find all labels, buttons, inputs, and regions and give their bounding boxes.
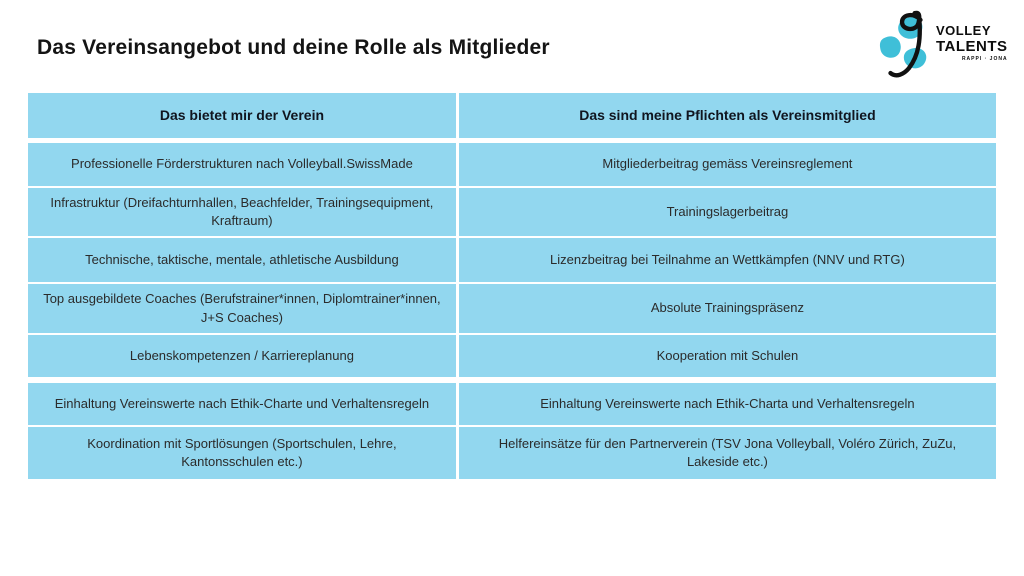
- table-cell: Trainingslagerbeitrag: [458, 188, 996, 237]
- table-row: Lebenskompetenzen / Karriereplanung Koope…: [28, 334, 996, 377]
- volleyball-logo-icon: [879, 10, 927, 78]
- page-title: Das Vereinsangebot und deine Rolle als M…: [37, 36, 550, 59]
- table-header-row: Das bietet mir der Verein Das sind meine…: [28, 93, 996, 138]
- table-cell: Koordination mit Sportlösungen (Sportsch…: [28, 426, 456, 479]
- table-cell: Lizenzbeitrag bei Teilnahme an Wettkämpf…: [458, 238, 996, 283]
- logo-word-volley: VOLLEY: [936, 23, 992, 38]
- table-row: Top ausgebildete Coaches (Berufstrainer*…: [28, 284, 996, 333]
- table-cell: Kooperation mit Schulen: [458, 334, 996, 377]
- offer-duties-table: Das bietet mir der Verein Das sind meine…: [28, 93, 996, 481]
- logo-wordmark: VOLLEY TALENTS RAPPI · JONA: [936, 24, 1008, 62]
- logo-word-talents: TALENTS: [936, 38, 1008, 55]
- table-row: Professionelle Förderstrukturen nach Vol…: [28, 143, 996, 186]
- table-cell: Einhaltung Vereinswerte nach Ethik-Chart…: [458, 382, 996, 425]
- table-cell: Technische, taktische, mentale, athletis…: [28, 238, 456, 283]
- table-body: Professionelle Förderstrukturen nach Vol…: [28, 143, 996, 479]
- table-cell: Infrastruktur (Dreifachturnhallen, Beach…: [28, 188, 456, 237]
- table-row: Einhaltung Vereinswerte nach Ethik-Chart…: [28, 382, 996, 425]
- volley-talents-logo: VOLLEY TALENTS RAPPI · JONA: [876, 8, 1008, 86]
- table-row: Technische, taktische, mentale, athletis…: [28, 238, 996, 283]
- table-header-duties: Das sind meine Pflichten als Vereinsmitg…: [458, 93, 996, 138]
- table-header-offers: Das bietet mir der Verein: [28, 93, 456, 138]
- table-cell: Helfereinsätze für den Partnerverein (TS…: [458, 426, 996, 479]
- table-cell: Professionelle Förderstrukturen nach Vol…: [28, 143, 456, 186]
- logo-word-rappi-jona: RAPPI · JONA: [961, 56, 1008, 62]
- table-row: Koordination mit Sportlösungen (Sportsch…: [28, 426, 996, 479]
- table-cell: Lebenskompetenzen / Karriereplanung: [28, 334, 456, 377]
- table-cell: Mitgliederbeitrag gemäss Vereinsreglemen…: [458, 143, 996, 186]
- table-row: Infrastruktur (Dreifachturnhallen, Beach…: [28, 188, 996, 237]
- table-cell: Absolute Trainingspräsenz: [458, 284, 996, 333]
- table-cell: Top ausgebildete Coaches (Berufstrainer*…: [28, 284, 456, 333]
- table-cell: Einhaltung Vereinswerte nach Ethik-Chart…: [28, 382, 456, 425]
